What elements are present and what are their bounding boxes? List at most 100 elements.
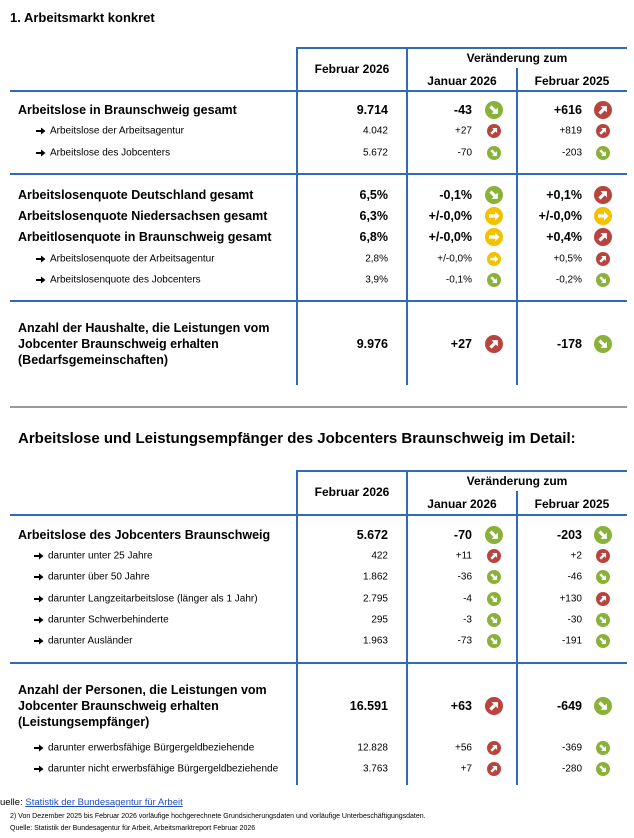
row-label: Arbeitslose des Jobcenters Braunschweig bbox=[18, 528, 271, 542]
trend-icon bbox=[596, 741, 610, 755]
trend-icon bbox=[487, 634, 501, 648]
trend-icon bbox=[594, 207, 612, 225]
change-cell: +/-0,0% bbox=[538, 209, 582, 223]
trend-icon bbox=[485, 101, 503, 119]
bullet-arrow bbox=[34, 616, 44, 624]
header-cell: Januar 2026 bbox=[427, 74, 497, 88]
section-title: 1. Arbeitsmarkt konkret bbox=[10, 10, 155, 25]
bullet-arrow bbox=[34, 573, 44, 581]
icon-arrow bbox=[490, 552, 498, 560]
icon-arrow bbox=[490, 637, 498, 645]
icon-arrow bbox=[599, 616, 607, 624]
value-cell: 1.963 bbox=[362, 635, 388, 647]
source-link[interactable]: Statistik der Bundesagentur für Arbeit bbox=[25, 797, 183, 808]
value-cell: 1.862 bbox=[362, 571, 388, 583]
icon-arrow bbox=[489, 105, 498, 114]
change-cell: +63 bbox=[450, 699, 472, 713]
icon-arrow bbox=[490, 276, 498, 284]
col-line bbox=[296, 47, 298, 385]
rule bbox=[297, 470, 627, 472]
change-cell: +/-0,0% bbox=[428, 230, 472, 244]
trend-icon bbox=[596, 762, 610, 776]
change-cell: +27 bbox=[455, 125, 472, 137]
icon-arrow bbox=[598, 191, 607, 200]
row-label: Arbeitslose in Braunschweig gesamt bbox=[18, 103, 237, 117]
icon-arrow bbox=[489, 702, 498, 711]
change-cell: -30 bbox=[567, 614, 582, 626]
change-cell: -3 bbox=[463, 614, 472, 626]
trend-icon bbox=[596, 146, 610, 160]
icon-arrow bbox=[490, 595, 498, 603]
separator bbox=[10, 406, 627, 408]
value-cell: 295 bbox=[371, 614, 388, 626]
trend-icon bbox=[487, 146, 501, 160]
icon-arrow bbox=[490, 765, 498, 773]
rule bbox=[10, 90, 627, 92]
icon-arrow bbox=[599, 573, 607, 581]
icon-arrow bbox=[489, 530, 498, 539]
row-label: darunter über 50 Jahre bbox=[48, 571, 150, 583]
bullet-arrow bbox=[36, 127, 46, 135]
value-cell: 5.672 bbox=[362, 147, 388, 159]
change-cell: -0,2% bbox=[555, 274, 582, 286]
rule bbox=[297, 47, 627, 49]
bullet-arrow bbox=[34, 637, 44, 645]
change-cell: -203 bbox=[561, 147, 582, 159]
icon-arrow bbox=[598, 233, 607, 242]
trend-icon bbox=[485, 207, 503, 225]
change-cell: +130 bbox=[559, 593, 582, 605]
footnote: 2) Von Dezember 2025 bis Februar 2026 vo… bbox=[10, 813, 426, 820]
trend-icon bbox=[487, 252, 501, 266]
header-cell: Januar 2026 bbox=[427, 497, 497, 511]
change-cell: +/-0,0% bbox=[437, 253, 472, 265]
row-label: Arbeitslosenquote des Jobcenters bbox=[50, 274, 201, 286]
change-cell: -46 bbox=[567, 571, 582, 583]
icon-arrow bbox=[599, 127, 607, 135]
rule bbox=[10, 300, 627, 302]
value-cell: 3,9% bbox=[365, 274, 388, 286]
col-line bbox=[406, 47, 408, 385]
source-prefix: uelle: bbox=[0, 797, 23, 808]
trend-icon bbox=[596, 273, 610, 287]
row-label: Anzahl der Personen, die Leistungen vom … bbox=[18, 683, 267, 729]
value-cell: 3.763 bbox=[362, 763, 388, 775]
trend-icon bbox=[485, 335, 503, 353]
rule bbox=[10, 662, 627, 664]
header-cell: Februar 2026 bbox=[314, 485, 390, 499]
value-cell: 16.591 bbox=[349, 699, 388, 713]
trend-icon bbox=[487, 549, 501, 563]
trend-icon bbox=[487, 762, 501, 776]
trend-icon bbox=[594, 526, 612, 544]
row-label: darunter Schwerbehinderte bbox=[48, 614, 169, 626]
icon-arrow bbox=[490, 255, 499, 263]
icon-arrow bbox=[490, 149, 498, 157]
change-cell: -36 bbox=[457, 571, 472, 583]
icon-arrow bbox=[598, 530, 607, 539]
change-cell: -369 bbox=[561, 742, 582, 754]
change-cell: +56 bbox=[455, 742, 472, 754]
value-cell: 2,8% bbox=[365, 253, 388, 265]
value-cell: 2.795 bbox=[362, 593, 388, 605]
row-label: Arbeitslosenquote der Arbeitsagentur bbox=[50, 253, 215, 265]
row-label: Arbeitslosenquote Niedersachsen gesamt bbox=[18, 209, 268, 223]
trend-icon bbox=[485, 228, 503, 246]
bullet-arrow bbox=[34, 765, 44, 773]
rule bbox=[10, 173, 627, 175]
row-label: darunter Ausländer bbox=[48, 635, 133, 647]
header-cell: Veränderung zum bbox=[466, 51, 568, 65]
icon-arrow bbox=[598, 701, 607, 710]
icon-arrow bbox=[598, 339, 607, 348]
header-cell: Februar 2025 bbox=[534, 74, 610, 88]
trend-icon bbox=[596, 570, 610, 584]
row-label: Arbeitslosenquote Deutschland gesamt bbox=[18, 188, 254, 202]
trend-icon bbox=[596, 613, 610, 627]
change-cell: -43 bbox=[453, 103, 472, 117]
value-cell: 422 bbox=[371, 550, 388, 562]
icon-arrow bbox=[489, 211, 500, 221]
value-cell: 4.042 bbox=[362, 125, 388, 137]
change-cell: +819 bbox=[559, 125, 582, 137]
change-cell: -70 bbox=[457, 147, 472, 159]
trend-icon bbox=[594, 697, 612, 715]
change-cell: +27 bbox=[450, 337, 472, 351]
value-cell: 5.672 bbox=[356, 528, 388, 542]
